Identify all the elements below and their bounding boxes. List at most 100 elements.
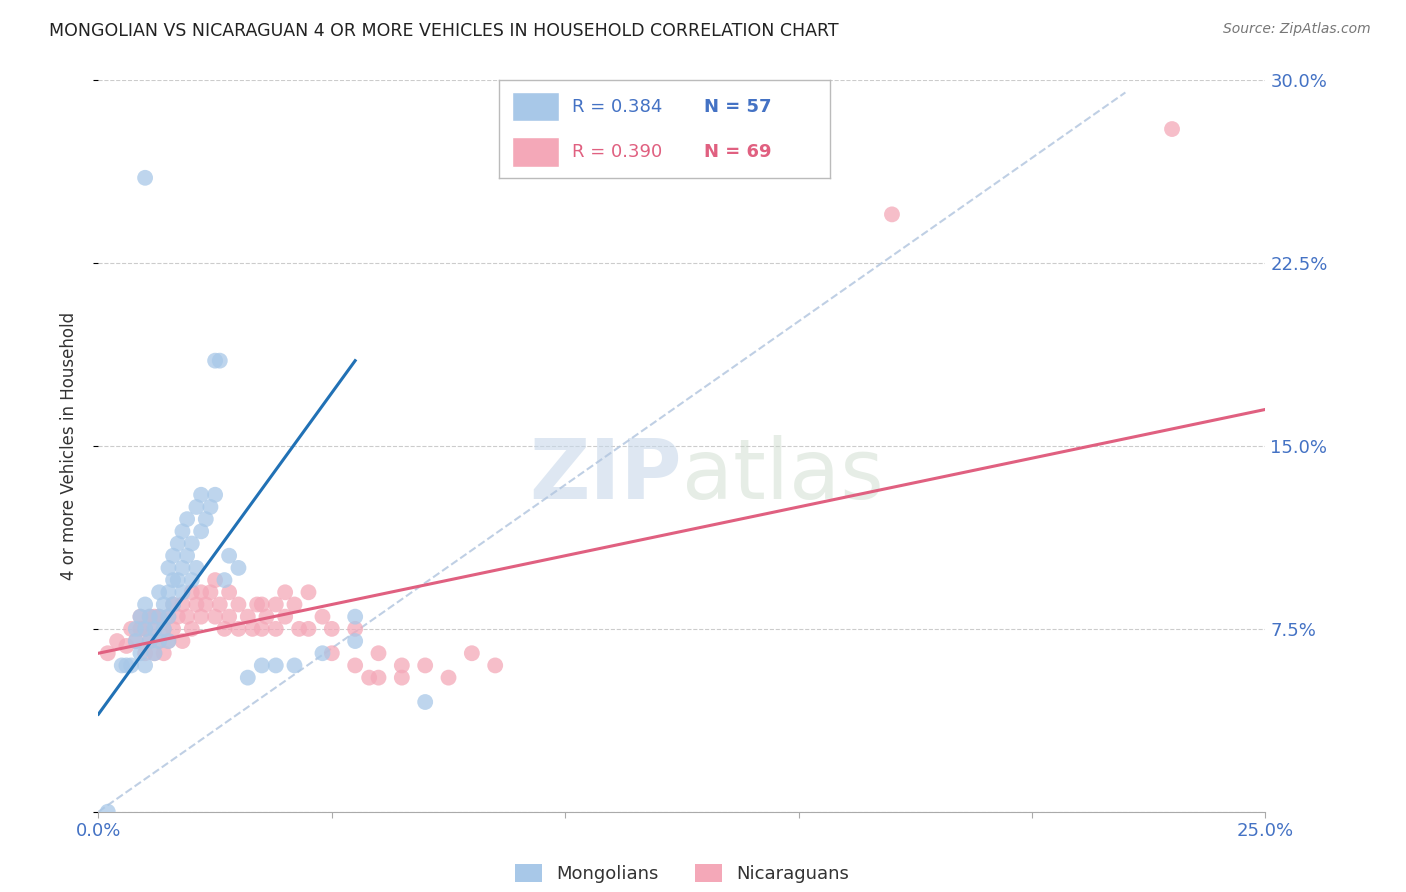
Point (190, 585, 212, 599)
Point (250, 598, 273, 612)
Point (186, 598, 208, 612)
Point (148, 609, 170, 624)
Text: R = 0.390: R = 0.390 (572, 143, 662, 161)
Text: N = 69: N = 69 (704, 143, 772, 161)
Point (274, 585, 297, 599)
Point (152, 622, 174, 636)
Point (204, 609, 226, 624)
Point (139, 609, 162, 624)
Point (190, 488, 212, 502)
Point (172, 634, 194, 648)
Point (228, 598, 250, 612)
Point (134, 598, 156, 612)
Point (162, 622, 184, 636)
Point (311, 646, 333, 660)
Point (228, 622, 250, 636)
Point (157, 609, 180, 624)
Point (264, 658, 287, 673)
Point (250, 622, 273, 636)
Point (228, 561, 250, 575)
Point (321, 622, 343, 636)
Point (172, 585, 194, 599)
Point (166, 573, 188, 587)
Point (180, 536, 202, 550)
Point (359, 671, 381, 685)
Point (461, 646, 484, 660)
Point (162, 549, 184, 563)
FancyBboxPatch shape (512, 92, 558, 121)
Point (190, 609, 212, 624)
Point (311, 609, 333, 624)
Point (134, 622, 156, 636)
Point (391, 658, 413, 673)
Point (172, 561, 194, 575)
Point (157, 561, 180, 575)
Point (880, 207, 903, 221)
Point (148, 609, 170, 624)
Point (139, 634, 162, 648)
Point (180, 585, 202, 599)
Point (204, 488, 226, 502)
Point (157, 609, 180, 624)
Point (125, 634, 148, 648)
Point (97, 646, 120, 660)
Point (367, 671, 389, 685)
Point (190, 524, 212, 539)
Point (111, 658, 134, 673)
Point (157, 634, 180, 648)
Point (152, 598, 174, 612)
Point (152, 646, 174, 660)
Point (143, 646, 166, 660)
Point (437, 671, 460, 685)
Point (143, 622, 166, 636)
Point (283, 658, 305, 673)
Point (194, 512, 217, 526)
Point (200, 500, 222, 514)
Point (143, 646, 166, 660)
Point (218, 609, 240, 624)
Point (218, 549, 240, 563)
Text: MONGOLIAN VS NICARAGUAN 4 OR MORE VEHICLES IN HOUSEHOLD CORRELATION CHART: MONGOLIAN VS NICARAGUAN 4 OR MORE VEHICL… (49, 22, 839, 40)
Point (162, 598, 184, 612)
Point (274, 609, 297, 624)
Point (321, 646, 343, 660)
Point (120, 658, 142, 673)
Point (162, 598, 184, 612)
Point (157, 634, 180, 648)
Text: N = 57: N = 57 (704, 98, 772, 116)
Point (129, 646, 152, 660)
Point (129, 609, 152, 624)
Y-axis label: 4 or more Vehicles in Household: 4 or more Vehicles in Household (59, 312, 77, 580)
Point (152, 622, 174, 636)
Point (214, 622, 236, 636)
Point (391, 671, 413, 685)
Point (143, 609, 166, 624)
Point (200, 585, 222, 599)
Point (125, 634, 148, 648)
Point (288, 622, 311, 636)
Point (242, 622, 264, 636)
Text: atlas: atlas (682, 434, 883, 516)
Point (115, 658, 138, 673)
Point (344, 658, 367, 673)
Point (180, 573, 202, 587)
Point (148, 585, 170, 599)
Point (344, 609, 367, 624)
Point (148, 634, 170, 648)
Point (139, 609, 162, 624)
Point (134, 646, 156, 660)
Point (134, 622, 156, 636)
Point (176, 549, 198, 563)
Point (129, 622, 152, 636)
Point (246, 598, 269, 612)
Point (134, 170, 156, 185)
Point (172, 524, 194, 539)
Point (139, 634, 162, 648)
Point (413, 658, 436, 673)
Point (162, 573, 184, 587)
Point (236, 609, 259, 624)
Point (166, 609, 188, 624)
Point (176, 609, 198, 624)
Point (166, 536, 188, 550)
Point (256, 609, 278, 624)
